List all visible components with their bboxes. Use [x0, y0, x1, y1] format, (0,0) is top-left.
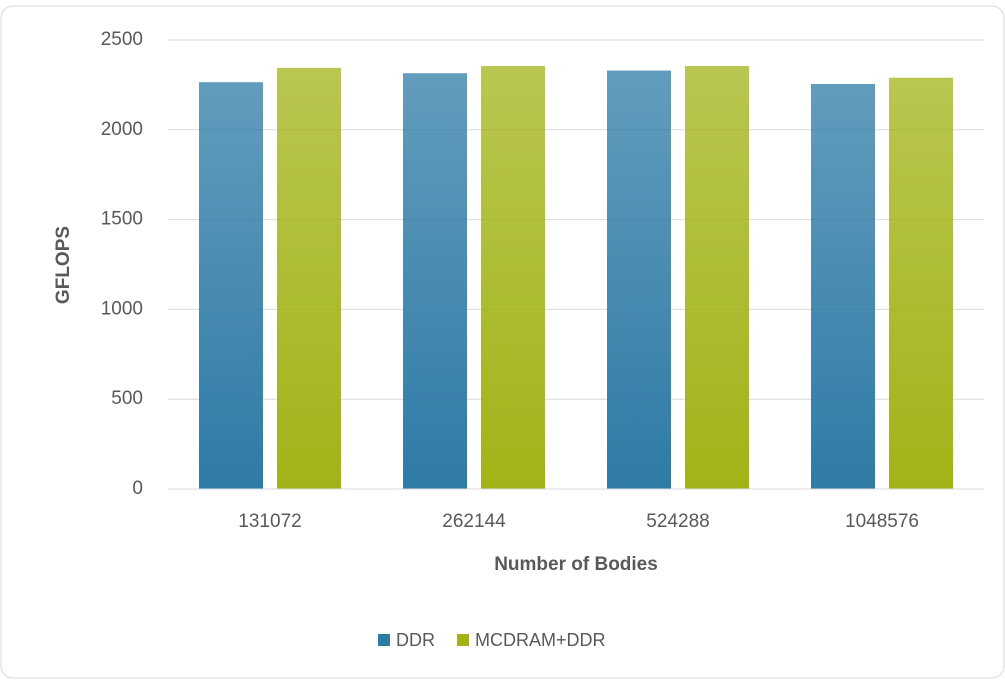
- x-tick-label: 1048576: [845, 511, 919, 532]
- bar: [685, 66, 749, 490]
- bar: [277, 67, 341, 489]
- bar: [811, 84, 875, 489]
- bar: [481, 66, 545, 490]
- legend-swatch: [378, 634, 390, 646]
- y-tick-label: 1000: [101, 298, 143, 319]
- x-tick-label: 131072: [238, 511, 301, 532]
- y-tick-label: 0: [132, 478, 143, 499]
- bar: [607, 70, 671, 490]
- x-tick-label: 262144: [442, 511, 506, 532]
- bar: [199, 82, 263, 490]
- legend-label: DDR: [396, 630, 435, 650]
- legend-swatch: [457, 634, 469, 646]
- y-axis-title: GFLOPS: [53, 226, 74, 304]
- y-tick-label: 2500: [101, 29, 143, 50]
- y-tick-label: 500: [111, 388, 143, 409]
- y-tick-label: 2000: [101, 119, 143, 140]
- bar: [403, 73, 467, 489]
- bar: [889, 77, 953, 489]
- x-tick-label: 524288: [646, 511, 709, 532]
- x-axis-title: Number of Bodies: [494, 554, 658, 575]
- y-tick-label: 1500: [101, 209, 143, 230]
- legend-label: MCDRAM+DDR: [475, 630, 606, 650]
